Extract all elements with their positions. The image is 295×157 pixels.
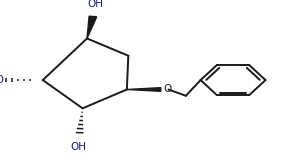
Text: O: O <box>163 84 171 94</box>
Text: HO: HO <box>0 75 4 85</box>
Polygon shape <box>87 16 97 38</box>
Polygon shape <box>127 88 161 91</box>
Text: OH: OH <box>70 142 86 152</box>
Text: OH: OH <box>88 0 104 9</box>
